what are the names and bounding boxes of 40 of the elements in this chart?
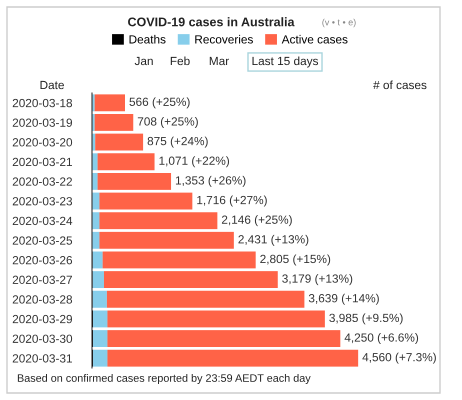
y-tick-label: 2020-03-27 [12,276,72,284]
legend-label: Deaths [130,34,166,44]
total-label: 875 (+24%) [148,136,208,148]
y-tick-label: 2020-03-25 [12,236,72,245]
y-tick-label: 2020-03-30 [12,334,72,343]
y-tick-label: 2020-03-21 [12,158,72,166]
total-label: 1,716 (+27%) [197,196,267,207]
y-tick-label: 2020-03-22 [12,177,72,186]
text: Last 15 days [252,56,318,68]
total-label: 2,805 (+15%) [260,254,330,266]
total-label: 3,179 (+13%) [282,274,352,286]
y-tick-label: 2020-03-31 [12,354,72,363]
total-label: 3,639 (+14%) [308,294,379,305]
y-tick-label: 2020-03-18 [12,98,72,108]
y-tick-label: 2020-03-24 [12,216,72,226]
total-label: 2,431 (+13%) [238,234,308,246]
y-tick-label: 2020-03-29 [12,314,72,324]
text: # of cases [373,80,426,90]
text: Date [40,80,64,90]
total-label: 1,353 (+26%) [176,176,246,187]
text: Feb [170,56,190,66]
total-label: 4,560 (+7.3%) [362,352,436,364]
chart-title: COVID-19 cases in Australia [128,17,295,26]
total-label: 1,071 (+22%) [159,156,230,168]
total-label: 566 (+25%) [129,97,190,108]
total-label: 2,146 (+25%) [222,215,292,226]
total-label: 3,985 (+9.5%) [329,313,403,324]
legend-label: Active cases [282,34,348,44]
y-tick-label: 2020-03-20 [12,138,72,146]
total-label: 4,250 (+6.6%) [344,333,418,344]
text: Jan [134,56,153,66]
y-tick-label: 2020-03-28 [12,295,72,304]
text: (v • t • e) [322,18,356,28]
total-label: 708 (+25%) [138,116,198,128]
y-tick-label: 2020-03-23 [12,197,72,206]
text: Based on confirmed cases reported by 23:59 AEDT each day [18,374,311,384]
legend-label: Recoveries [195,34,253,44]
text: Mar [210,56,229,66]
y-tick-label: 2020-03-19 [12,118,72,127]
y-tick-label: 2020-03-26 [12,256,72,264]
